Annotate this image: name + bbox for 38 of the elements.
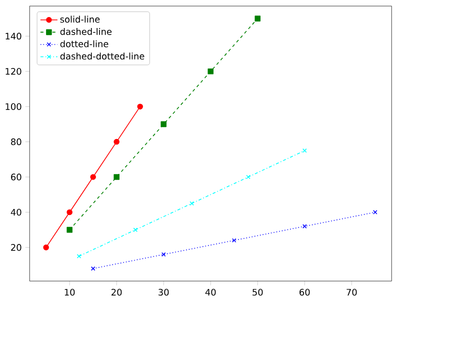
point <box>161 252 166 257</box>
point <box>137 104 143 110</box>
y-tick-label: 60 <box>11 174 22 180</box>
point <box>76 254 82 258</box>
legend-label: dashed-line <box>60 28 112 35</box>
point <box>66 226 72 233</box>
x-tick-label: 60 <box>300 288 310 296</box>
point <box>43 244 49 250</box>
legend-label: solid-line <box>60 16 100 23</box>
y-tick-label: 40 <box>10 208 22 216</box>
point <box>246 174 250 180</box>
point <box>66 209 72 216</box>
x-tick-label: 10 <box>64 288 75 296</box>
point <box>90 174 96 180</box>
legend-label: dashed-dotted-line <box>60 52 144 60</box>
point <box>160 121 166 128</box>
point <box>114 174 120 180</box>
point <box>90 266 96 271</box>
legend-label: dotted-line <box>60 40 108 48</box>
point <box>208 68 214 74</box>
y-tick-label: 120 <box>6 68 22 75</box>
y-tick-label: 100 <box>6 103 22 110</box>
y-tick-label: 80 <box>11 138 22 146</box>
y-tick-label: 20 <box>11 244 22 251</box>
x-tick-label: 70 <box>346 288 357 296</box>
x-tick-label: 40 <box>205 288 216 296</box>
point <box>302 224 307 228</box>
point <box>114 138 120 145</box>
point <box>133 228 138 232</box>
x-tick-label: 30 <box>158 288 169 296</box>
x-tick-label: 20 <box>112 288 122 296</box>
point <box>254 16 261 22</box>
point <box>190 201 194 206</box>
x-tick-label: 50 <box>252 288 263 296</box>
y-tick-label: 140 <box>6 32 22 40</box>
point <box>373 210 378 214</box>
point <box>302 148 307 153</box>
point <box>232 238 236 243</box>
